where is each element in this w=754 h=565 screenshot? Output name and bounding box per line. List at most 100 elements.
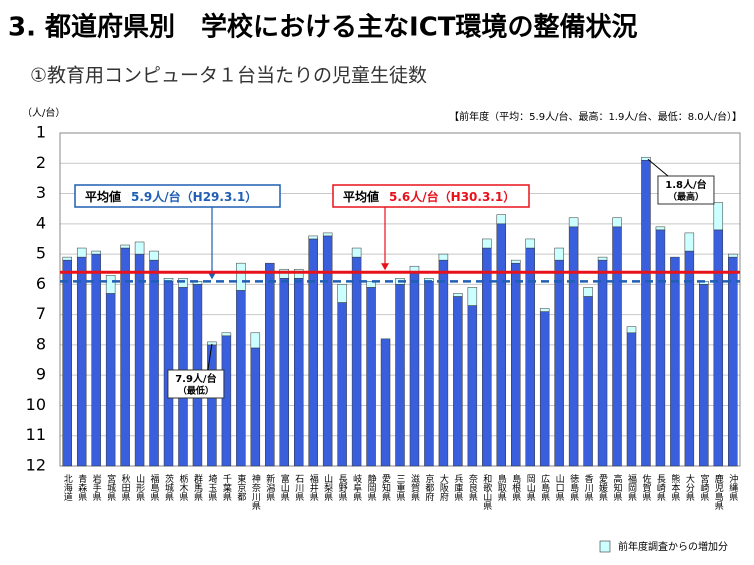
bar-increase bbox=[467, 287, 478, 306]
bar-increase bbox=[337, 284, 347, 303]
x-tick-label: 富山県 bbox=[279, 473, 290, 502]
bar bbox=[236, 290, 246, 467]
callout-box bbox=[657, 175, 715, 205]
chart-title: 3. 都道府県別 学校における主なICT環境の整備状況 bbox=[8, 12, 638, 43]
bar-increase bbox=[728, 253, 738, 258]
x-tick-label: 新潟県 bbox=[264, 473, 275, 502]
bar bbox=[728, 256, 738, 467]
x-tick-label: 山形県 bbox=[134, 474, 145, 502]
bar bbox=[597, 259, 608, 467]
x-tick-label: 山口県 bbox=[554, 474, 565, 502]
bar bbox=[655, 229, 666, 467]
bar-increase bbox=[351, 247, 362, 258]
x-tick-label: 神奈川県 bbox=[250, 473, 261, 511]
bar-increase bbox=[120, 244, 130, 249]
x-tick-label: 愛媛県 bbox=[597, 473, 608, 502]
x-tick-label: 奈良県 bbox=[467, 473, 478, 502]
x-tick-label: 徳島県 bbox=[568, 473, 579, 502]
bar bbox=[279, 278, 289, 467]
bar-increase bbox=[453, 293, 463, 297]
y-tick-label: 10 bbox=[26, 395, 46, 414]
bar bbox=[554, 259, 564, 467]
bar-increase bbox=[626, 326, 637, 334]
bar-increase bbox=[655, 226, 666, 231]
bar-increase bbox=[583, 287, 593, 297]
callout-arrow bbox=[647, 158, 669, 177]
average-box bbox=[74, 184, 281, 208]
x-tick-label: 岡山県 bbox=[525, 474, 536, 502]
x-tick-label: 宮崎県 bbox=[698, 473, 709, 502]
x-tick-label: 愛知県 bbox=[380, 473, 391, 502]
x-tick-label: 香川県 bbox=[583, 474, 594, 502]
bar bbox=[337, 302, 347, 467]
bar bbox=[221, 335, 232, 467]
x-tick-label: 宮城県 bbox=[105, 473, 116, 502]
bar bbox=[641, 159, 651, 467]
bar bbox=[453, 296, 463, 467]
arrow-head bbox=[208, 272, 216, 280]
bar bbox=[568, 226, 579, 467]
bar bbox=[699, 284, 709, 467]
x-tick-label: 茨城県 bbox=[163, 473, 174, 502]
bar bbox=[467, 305, 478, 467]
x-tick-label: 佐賀県 bbox=[640, 473, 651, 502]
bar bbox=[293, 278, 304, 467]
x-tick-label: 岩手県 bbox=[91, 473, 102, 502]
bar bbox=[583, 296, 593, 467]
bar-increase bbox=[612, 217, 622, 228]
y-tick-label: 9 bbox=[36, 365, 46, 384]
bar bbox=[511, 262, 521, 467]
x-tick-label: 高知県 bbox=[612, 473, 623, 502]
y-tick-label: 8 bbox=[36, 334, 46, 353]
x-tick-label: 鳥取県 bbox=[496, 473, 507, 502]
y-tick-label: 4 bbox=[36, 213, 46, 232]
bar bbox=[149, 259, 159, 467]
y-tick-label: 3 bbox=[36, 183, 46, 202]
bar bbox=[105, 293, 116, 467]
average-label: 平均値 5.6人/台（H30.3.1） bbox=[343, 189, 515, 204]
bar-increase bbox=[236, 262, 246, 291]
bar bbox=[713, 229, 724, 467]
bar bbox=[626, 332, 637, 467]
x-tick-label: 鹿児島県 bbox=[713, 473, 724, 511]
y-tick-label: 7 bbox=[36, 304, 46, 323]
legend-label: 前年度調査からの増加分 bbox=[618, 540, 728, 553]
arrow-head bbox=[381, 263, 389, 271]
legend-swatch bbox=[599, 540, 611, 553]
note: 【前年度（平均：5.9人/台、最高：1.9人/台、最低：8.0人/台）】 bbox=[449, 110, 742, 123]
bar-increase bbox=[511, 259, 521, 264]
y-unit: （人/台） bbox=[22, 106, 65, 119]
x-tick-label: 秋田県 bbox=[120, 473, 131, 502]
y-tick-label: 2 bbox=[36, 153, 46, 172]
bar-increase bbox=[597, 256, 608, 261]
x-tick-label: 静岡県 bbox=[366, 473, 377, 502]
x-tick-label: 沖縄県 bbox=[727, 473, 738, 502]
y-tick-label: 5 bbox=[36, 244, 46, 263]
bar bbox=[409, 272, 420, 467]
bar-increase bbox=[221, 332, 232, 337]
bar-increase bbox=[539, 308, 550, 312]
bar-increase bbox=[568, 217, 579, 228]
x-tick-label: 福井県 bbox=[308, 473, 319, 502]
bar-increase bbox=[134, 241, 145, 255]
x-tick-label: 石川県 bbox=[293, 474, 304, 502]
x-tick-label: 大分県 bbox=[684, 473, 695, 502]
bar bbox=[380, 338, 391, 467]
x-tick-label: 長崎県 bbox=[655, 474, 666, 502]
callout-sub: （最高） bbox=[668, 191, 704, 203]
x-tick-label: 青森県 bbox=[76, 473, 87, 502]
x-tick-label: 東京都 bbox=[235, 473, 246, 502]
bar bbox=[684, 250, 695, 467]
callout-text: 7.9人/台 bbox=[175, 372, 216, 385]
bar-increase bbox=[496, 214, 507, 225]
bar-increase bbox=[105, 275, 116, 294]
x-tick-label: 滋賀県 bbox=[409, 473, 420, 502]
x-tick-label: 福島県 bbox=[149, 473, 160, 502]
y-tick-label: 12 bbox=[26, 456, 46, 475]
average-box bbox=[332, 184, 530, 208]
average-name: 平均値 bbox=[85, 189, 121, 204]
bar bbox=[351, 256, 362, 467]
bar-increase bbox=[641, 156, 651, 161]
average-name: 平均値 bbox=[343, 189, 379, 204]
bar bbox=[612, 226, 622, 467]
